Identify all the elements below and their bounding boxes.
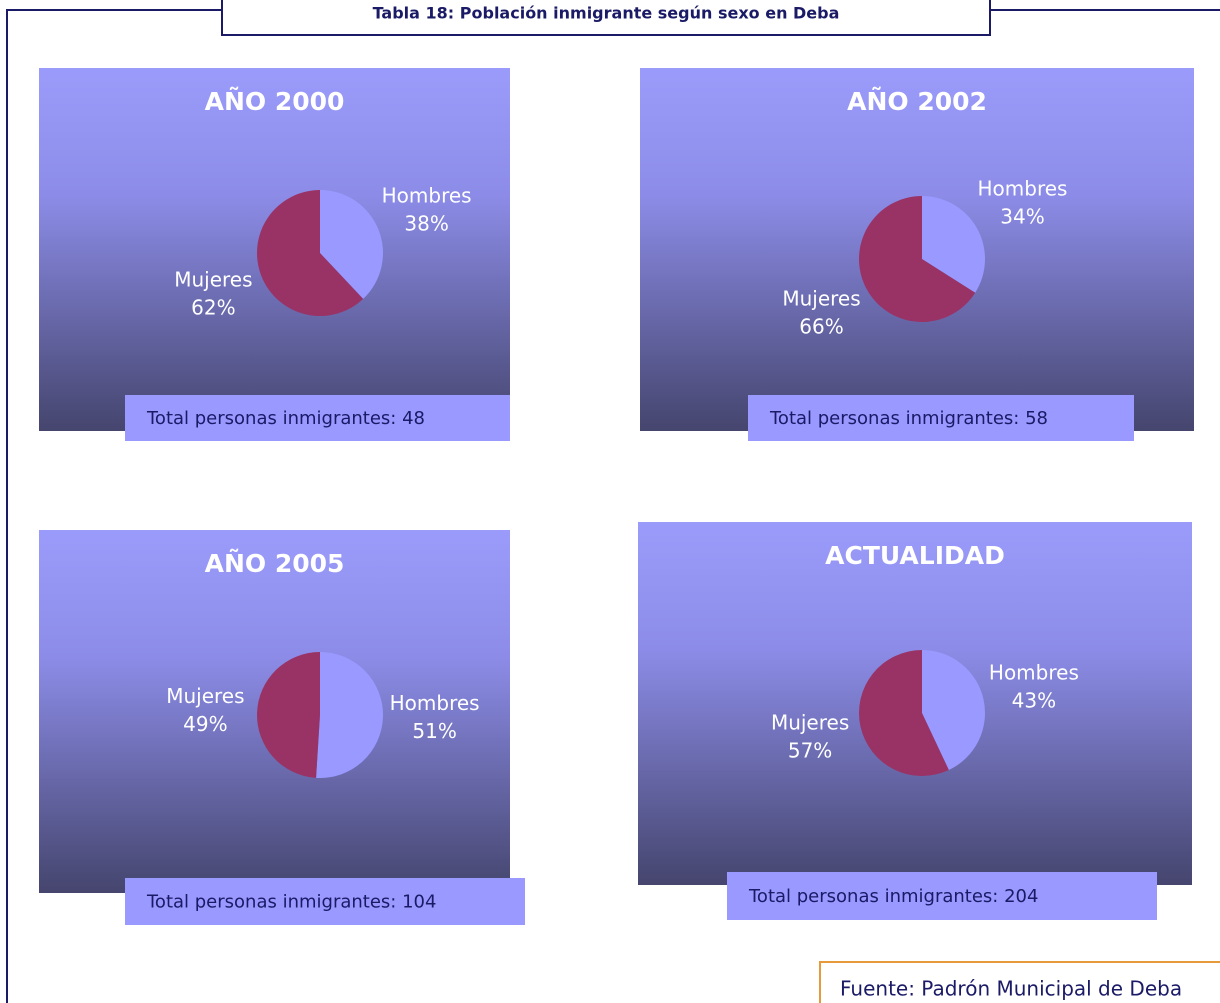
slice-label: Hombres [989,660,1079,684]
pie-slice [922,650,986,771]
frame [6,9,1220,1003]
source: Fuente: Padrón Municipal de Deba [840,977,1182,1001]
slice-value-label: 38% [404,211,448,235]
chart-title: AÑO 2002 [847,87,987,116]
slice-value-label: 49% [183,712,227,736]
pie-slice [320,190,383,299]
total-box [748,395,1134,441]
slice-label: Hombres [977,176,1067,200]
slice-value-label: 34% [1000,204,1044,228]
chart-title: AÑO 2005 [205,549,345,578]
pie-slice [922,196,986,293]
total-box [727,872,1157,920]
total-label: Total personas inmigrantes: 58 [769,408,1048,429]
total-box [125,878,525,925]
page-title: Tabla 18: Población inmigrante según sex… [373,4,840,23]
source-box [819,961,1220,1003]
slice-value-label: 57% [788,739,832,763]
slice-label: Mujeres [771,711,849,735]
total-box [125,395,510,441]
slice-label: Mujeres [174,268,252,292]
slice-label: Mujeres [782,287,860,311]
pie-slice [859,650,949,776]
slice-value-label: 62% [191,296,235,320]
chart-title: ACTUALIDAD [825,541,1005,570]
chart-title: AÑO 2000 [205,87,345,116]
slice-label: Mujeres [166,684,244,708]
total-label: Total personas inmigrantes: 48 [146,408,425,429]
total-label: Total personas inmigrantes: 104 [146,892,436,913]
slice-value-label: 66% [799,315,843,339]
total-label: Total personas inmigrantes: 204 [748,886,1038,907]
slice-label: Hombres [390,691,480,715]
slice-value-label: 43% [1012,688,1056,712]
header-box [221,0,991,36]
pie-slice [256,652,320,778]
slice-value-label: 51% [412,719,456,743]
pie-slice [859,196,976,322]
pie-slice [257,190,364,316]
slice-label: Hombres [382,183,472,207]
pie-slice [316,652,383,778]
